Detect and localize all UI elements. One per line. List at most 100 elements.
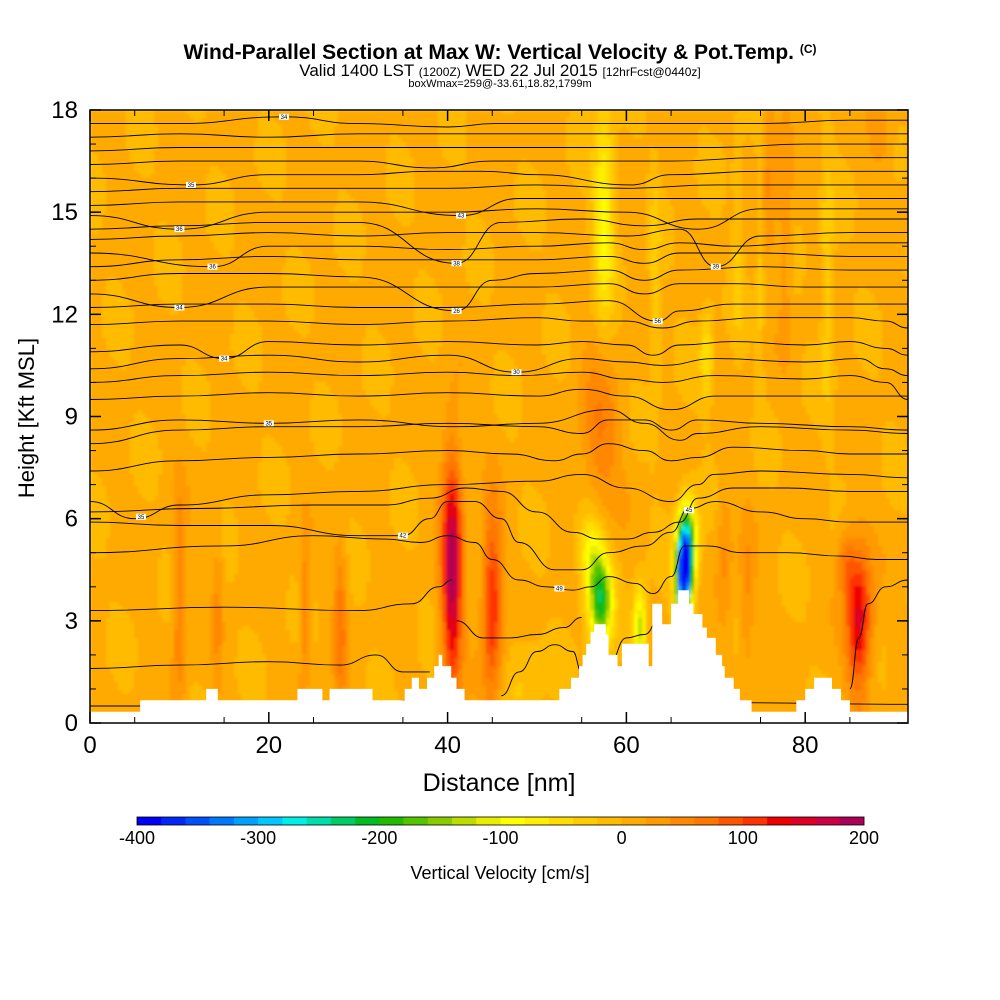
velocity-cell bbox=[542, 118, 547, 123]
velocity-cell bbox=[210, 126, 215, 131]
velocity-cell bbox=[258, 130, 263, 135]
velocity-cell bbox=[830, 122, 835, 127]
velocity-cell bbox=[706, 122, 711, 127]
velocity-cell bbox=[890, 126, 895, 131]
velocity-cell bbox=[746, 118, 751, 123]
velocity-cell bbox=[766, 118, 771, 123]
velocity-cell bbox=[742, 126, 747, 131]
velocity-cell bbox=[218, 114, 223, 119]
velocity-cell bbox=[234, 118, 239, 123]
velocity-cell bbox=[134, 122, 139, 127]
velocity-cell bbox=[582, 126, 587, 131]
velocity-cell bbox=[634, 122, 639, 127]
velocity-cell bbox=[522, 122, 527, 127]
velocity-cell bbox=[242, 114, 247, 119]
velocity-cell bbox=[586, 126, 591, 131]
velocity-cell bbox=[94, 114, 99, 119]
velocity-cell bbox=[194, 122, 199, 127]
velocity-cell bbox=[518, 126, 523, 131]
velocity-cell bbox=[602, 114, 607, 119]
velocity-cell bbox=[546, 126, 551, 131]
velocity-cell bbox=[586, 114, 591, 119]
velocity-cell bbox=[334, 114, 339, 119]
velocity-cell bbox=[530, 122, 535, 127]
velocity-cell bbox=[438, 118, 443, 123]
velocity-cell bbox=[818, 126, 823, 131]
velocity-cell bbox=[498, 126, 503, 131]
velocity-cell bbox=[686, 122, 691, 127]
velocity-cell bbox=[538, 122, 543, 127]
velocity-cell bbox=[186, 122, 191, 127]
velocity-cell bbox=[798, 126, 803, 131]
velocity-cell bbox=[290, 114, 295, 119]
velocity-cell bbox=[626, 122, 631, 127]
velocity-cell bbox=[166, 126, 171, 131]
velocity-cell bbox=[518, 122, 523, 127]
velocity-cell bbox=[490, 126, 495, 131]
velocity-cell bbox=[202, 114, 207, 119]
velocity-cell bbox=[370, 126, 375, 131]
velocity-cell bbox=[454, 114, 459, 119]
velocity-cell bbox=[102, 130, 107, 135]
velocity-cell bbox=[354, 122, 359, 127]
velocity-cell bbox=[818, 118, 823, 123]
velocity-cell bbox=[542, 126, 547, 131]
velocity-cell bbox=[522, 114, 527, 119]
velocity-cell bbox=[806, 122, 811, 127]
velocity-cell bbox=[822, 114, 827, 119]
velocity-cell bbox=[690, 118, 695, 123]
velocity-cell bbox=[714, 122, 719, 127]
velocity-cell bbox=[658, 122, 663, 127]
velocity-cell bbox=[558, 126, 563, 131]
velocity-cell bbox=[146, 130, 151, 135]
velocity-cell bbox=[658, 118, 663, 123]
velocity-cell bbox=[138, 118, 143, 123]
velocity-cell bbox=[830, 114, 835, 119]
velocity-cell bbox=[686, 126, 691, 131]
velocity-cell bbox=[434, 114, 439, 119]
velocity-cell bbox=[718, 126, 723, 131]
velocity-cell bbox=[166, 114, 171, 119]
velocity-cell bbox=[590, 118, 595, 123]
velocity-cell bbox=[654, 118, 659, 123]
velocity-cell bbox=[98, 114, 103, 119]
velocity-cell bbox=[298, 130, 303, 135]
velocity-cell bbox=[210, 114, 215, 119]
velocity-cell bbox=[690, 122, 695, 127]
velocity-cell bbox=[674, 114, 679, 119]
velocity-cell bbox=[710, 114, 715, 119]
velocity-cell bbox=[850, 126, 855, 131]
velocity-cell bbox=[786, 118, 791, 123]
velocity-cell bbox=[698, 114, 703, 119]
velocity-cell bbox=[322, 114, 327, 119]
velocity-cell bbox=[210, 130, 215, 135]
velocity-cell bbox=[578, 126, 583, 131]
velocity-cell bbox=[506, 118, 511, 123]
velocity-cell bbox=[382, 114, 387, 119]
velocity-cell bbox=[866, 114, 871, 119]
velocity-cell bbox=[570, 114, 575, 119]
velocity-cell bbox=[894, 114, 899, 119]
velocity-cell bbox=[838, 114, 843, 119]
velocity-cell bbox=[878, 122, 883, 127]
velocity-cell bbox=[290, 118, 295, 123]
velocity-cell bbox=[198, 126, 203, 131]
velocity-cell bbox=[642, 122, 647, 127]
velocity-cell bbox=[442, 114, 447, 119]
velocity-cell bbox=[114, 122, 119, 127]
velocity-cell bbox=[702, 118, 707, 123]
velocity-cell bbox=[358, 126, 363, 131]
velocity-cell bbox=[406, 118, 411, 123]
velocity-cell bbox=[218, 130, 223, 135]
velocity-cell bbox=[206, 114, 211, 119]
velocity-cell bbox=[326, 126, 331, 131]
velocity-cell bbox=[242, 130, 247, 135]
velocity-cell bbox=[102, 114, 107, 119]
velocity-cell bbox=[722, 122, 727, 127]
velocity-cell bbox=[602, 118, 607, 123]
velocity-cell bbox=[786, 126, 791, 131]
velocity-cell bbox=[854, 114, 859, 119]
velocity-cell bbox=[270, 130, 275, 135]
velocity-cell bbox=[602, 126, 607, 131]
velocity-cell bbox=[822, 122, 827, 127]
